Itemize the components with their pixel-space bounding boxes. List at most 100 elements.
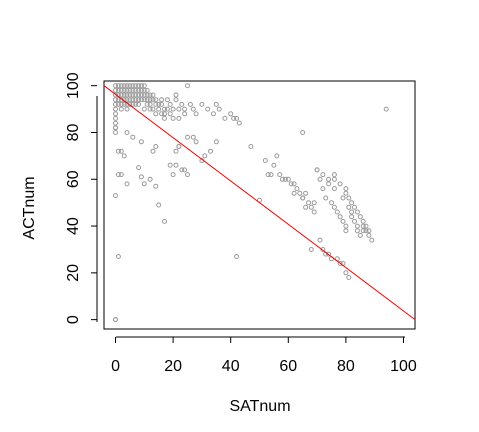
data-point: [176, 144, 182, 149]
data-point: [236, 120, 242, 126]
data-point: [115, 83, 121, 89]
data-point: [357, 232, 363, 238]
data-point: [363, 228, 369, 234]
regression-line: [103, 85, 416, 320]
data-point: [306, 200, 311, 206]
data-point: [354, 209, 360, 215]
data-point: [274, 153, 280, 159]
points-layer: [113, 83, 389, 323]
data-point: [113, 111, 118, 117]
data-point: [331, 186, 337, 192]
data-point: [153, 183, 159, 189]
data-point: [360, 218, 366, 224]
data-point: [118, 83, 124, 89]
data-point: [167, 162, 173, 168]
y-ticks: 0 20 40 60 80 100: [65, 72, 97, 324]
data-point: [136, 101, 142, 107]
data-point: [208, 148, 213, 154]
data-point: [346, 204, 352, 210]
data-point: [147, 97, 153, 103]
data-point: [124, 106, 130, 112]
y-tick-label: 80: [65, 123, 82, 141]
data-point: [121, 87, 127, 93]
data-point: [288, 181, 294, 187]
data-point: [121, 101, 127, 107]
data-point: [150, 148, 156, 154]
data-point: [127, 83, 133, 89]
data-point: [130, 97, 136, 103]
data-point: [331, 172, 337, 178]
data-point: [265, 172, 271, 178]
data-point: [383, 106, 389, 112]
data-point: [354, 228, 360, 234]
data-point: [311, 200, 317, 206]
data-point: [326, 181, 332, 187]
data-point: [147, 176, 153, 182]
data-point: [121, 83, 127, 89]
data-point: [340, 218, 346, 224]
data-point: [113, 101, 118, 107]
data-point: [320, 186, 326, 192]
data-point: [173, 97, 179, 103]
data-point: [352, 218, 357, 224]
data-point: [343, 270, 349, 276]
data-point: [164, 97, 170, 103]
data-point: [162, 111, 167, 117]
data-point: [179, 167, 185, 173]
data-point: [113, 87, 118, 93]
y-tick-label: 40: [65, 217, 82, 235]
data-point: [343, 228, 349, 234]
data-point: [167, 101, 173, 107]
data-point: [138, 174, 144, 180]
data-point: [170, 115, 176, 121]
data-point: [153, 111, 159, 117]
data-point: [156, 106, 162, 112]
data-point: [153, 97, 159, 103]
data-point: [138, 83, 144, 89]
data-point: [130, 92, 136, 98]
data-point: [133, 92, 139, 98]
data-point: [130, 83, 136, 89]
data-point: [124, 83, 130, 89]
data-point: [124, 130, 130, 135]
data-point: [138, 87, 144, 93]
data-point: [153, 101, 159, 107]
data-point: [231, 115, 237, 121]
data-point: [150, 106, 156, 112]
data-point: [366, 232, 372, 238]
data-point: [127, 92, 133, 98]
data-point: [357, 214, 363, 220]
data-point: [144, 101, 150, 107]
data-point: [323, 195, 329, 201]
data-point: [331, 176, 337, 182]
data-point: [176, 106, 182, 112]
data-point: [185, 83, 190, 89]
x-tick-label: 40: [222, 358, 240, 375]
y-tick-label: 20: [65, 264, 82, 282]
data-point: [138, 97, 144, 103]
data-point: [124, 87, 130, 93]
data-point: [234, 115, 239, 121]
data-point: [159, 97, 165, 103]
x-axis-title: SATnum: [229, 398, 290, 415]
data-point: [182, 111, 188, 117]
data-point: [337, 181, 343, 187]
data-point: [213, 101, 219, 107]
data-point: [334, 209, 340, 215]
data-point: [159, 101, 165, 107]
data-point: [182, 167, 188, 173]
data-point: [127, 87, 133, 93]
data-point: [317, 237, 323, 243]
x-ticks: 0 20 40 60 80 100: [111, 337, 417, 375]
data-point: [297, 190, 303, 196]
data-point: [291, 181, 297, 187]
data-point: [360, 228, 366, 234]
data-point: [213, 139, 219, 145]
data-point: [115, 148, 121, 154]
data-point: [124, 181, 130, 187]
data-point: [121, 92, 127, 98]
data-point: [113, 120, 118, 126]
data-point: [300, 195, 306, 201]
data-point: [314, 167, 320, 173]
data-point: [363, 223, 369, 229]
